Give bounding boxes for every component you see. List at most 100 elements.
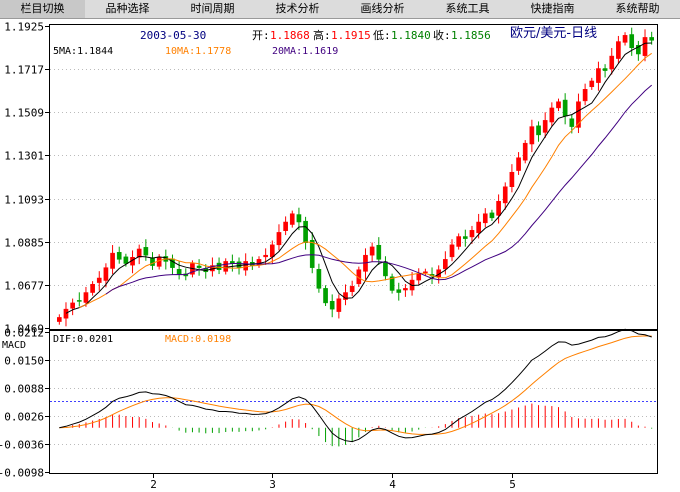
chart-title: 欧元/美元-日线 [510,26,597,41]
candle-body [136,248,142,258]
candle-body [329,300,335,310]
menu-item-time-period[interactable]: 时间周期 [190,2,235,15]
candle-body [156,257,162,267]
candle-body [456,236,461,247]
price-y-label: 1.0469 [4,323,44,336]
candle-body [569,118,575,127]
candle-body [389,276,395,291]
ma10-line [79,52,652,309]
candle-body [589,80,595,88]
menu-item-system-tools[interactable]: 系统工具 [445,2,490,15]
candle-body [243,261,249,271]
candle-body [403,288,408,291]
candle-body [343,292,348,300]
candle-body [629,34,635,49]
menu-item-column-switch[interactable]: 栏目切换 [0,0,85,18]
price-y-axis: 1.1925 1.1717 1.1509 1.1301 1.1093 1.0885 1.06… [4,21,49,336]
macd-grid [50,360,657,445]
candle-body [536,125,541,136]
candle-body [110,252,115,269]
candle-body [556,101,561,109]
x-tick-label: 3 [269,478,276,491]
dif-line [59,328,652,443]
candle-body [83,292,89,303]
candle-body [216,262,222,270]
candle-body [462,236,468,239]
candle-body [269,244,275,258]
candle-body [622,35,628,43]
forex-chart[interactable]: 1.1925 1.1717 1.1509 1.1301 1.1093 1.0885 1.06… [0,19,680,492]
candle-body [596,68,601,83]
macd-y-label: 0.0212 [4,327,44,340]
candle-body [396,289,402,293]
candle-body [416,273,422,281]
price-y-label: 1.1093 [4,194,44,207]
header-close-label: 收: [433,28,451,42]
candle-body [509,171,515,187]
x-tick-label: 5 [509,478,516,491]
candle-body [116,252,122,260]
header-close-value: 1.1856 [451,29,491,42]
candle-body [323,288,328,304]
candle-body [223,261,229,272]
price-y-label: 1.0677 [4,280,44,293]
price-panel-frame [49,24,658,330]
header-low-label: 低: [373,29,391,42]
candle-body [609,55,615,70]
macd-legend: MACD:0.0198 [165,334,231,345]
candle-body [296,214,302,223]
ma20-line [105,84,653,295]
menu-item-drawing-analysis[interactable]: 画线分析 [360,2,405,15]
candle-body [336,298,342,312]
macd-y-label: 0.0026 [4,411,44,424]
candle-body [383,261,388,277]
candle-body [443,259,448,270]
candle-body [496,201,501,216]
candle-body [376,244,382,260]
menu-item-technical-analysis[interactable]: 技术分析 [275,2,320,15]
menu-item-system-help[interactable]: 系统帮助 [615,2,660,15]
menu-item-symbol-select[interactable]: 品种选择 [105,2,150,15]
macd-y-label: 0.0088 [4,383,44,396]
candle-body [103,267,109,281]
candle-body [449,244,455,258]
header-low-value: 1.1840 [391,29,431,42]
x-axis: 2 3 4 5 [150,474,516,491]
macd-signal-line [59,335,652,435]
candle-body [263,254,268,258]
candle-body [123,256,129,264]
ma10-legend: 10MA:1.1778 [165,46,231,57]
candle-body [502,186,508,204]
ma20-legend: 20MA:1.1619 [272,46,338,57]
candle-body [283,221,288,231]
candle-body [636,45,641,55]
menu-item-quick-guide[interactable]: 快捷指南 [530,2,575,15]
macd-y-label: 0.0150 [4,355,44,368]
candle-body [562,99,568,117]
ma5-legend: 5MA:1.1844 [53,46,113,57]
macd-panel-label: MACD [2,340,26,351]
candle-body [276,232,282,246]
x-tick-label: 2 [150,478,157,491]
macd-y-axis: 0.0212 0.0150 0.0088 0.0026 -0.0036 -0.0098 [0,327,49,480]
candle-body [576,101,581,128]
candle-body [289,213,295,225]
candle-body [96,277,102,283]
price-y-label: 1.1301 [4,150,44,163]
header-open-value: 1.1868 [270,29,310,42]
candle-body [196,265,202,268]
candle-body [63,308,69,319]
candle-body [482,213,488,224]
candle-body [309,240,315,268]
candle-body [582,89,588,102]
candle-body [489,212,495,219]
header-high-value: 1.1915 [331,29,371,42]
candle-body [176,269,182,275]
candle-body [469,230,475,238]
candle-body [90,283,95,293]
candle-body [369,246,375,256]
macd-lines [59,328,652,443]
candle-body [616,41,621,59]
candle-body [549,107,555,123]
x-tick-label: 4 [389,478,396,491]
